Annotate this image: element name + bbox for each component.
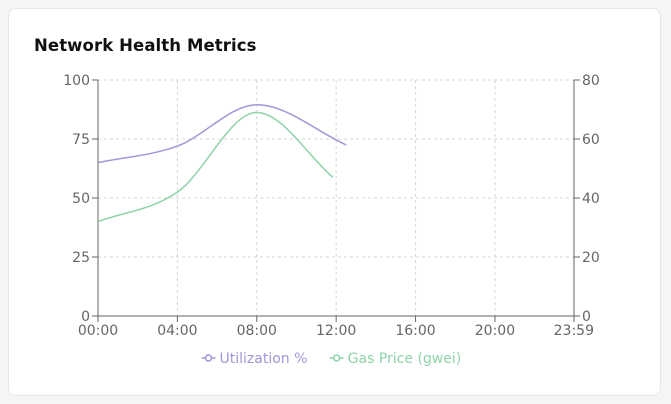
x-tick-label: 12:00 — [316, 323, 356, 339]
y-right-tick-label: 0 — [582, 309, 591, 325]
y-left-tick-label: 0 — [81, 309, 90, 325]
legend-label: Utilization % — [220, 351, 308, 367]
chart-card: Network Health Metrics — [8, 8, 661, 396]
legend: Utilization % Gas Price (gwei) — [201, 351, 462, 367]
x-tick-label: 08:00 — [237, 323, 277, 339]
series-group — [97, 104, 347, 223]
x-tick-label: 23:59 — [554, 323, 594, 339]
axes: 0 25 50 75 100 0 20 40 60 80 00:00 04:00 08:00 12:00 1… — [63, 73, 600, 339]
y-right-tick-label: 80 — [582, 73, 600, 89]
x-tick-label: 20:00 — [475, 323, 515, 339]
x-tick-label: 04:00 — [157, 323, 197, 339]
y-right-tick-label: 20 — [582, 250, 600, 266]
y-left-tick-label: 100 — [63, 73, 90, 89]
y-left-tick-label: 25 — [72, 250, 90, 266]
y-left-tick-label: 50 — [72, 191, 90, 207]
legend-item[interactable]: Utilization % — [201, 351, 308, 367]
legend-item[interactable]: Gas Price (gwei) — [329, 351, 462, 367]
legend-label: Gas Price (gwei) — [348, 351, 462, 367]
y-right-tick-label: 60 — [582, 132, 600, 148]
series-line-1 — [97, 104, 347, 164]
y-right-tick-label: 40 — [582, 191, 600, 207]
y-left-tick-label: 75 — [72, 132, 90, 148]
series-line-2 — [97, 111, 334, 223]
x-tick-label: 00:00 — [78, 323, 118, 339]
x-tick-label: 16:00 — [395, 323, 435, 339]
chart-title: Network Health Metrics — [34, 36, 257, 55]
legend-marker-icon — [204, 354, 213, 362]
legend-marker-icon — [332, 354, 341, 362]
grid — [97, 79, 575, 317]
